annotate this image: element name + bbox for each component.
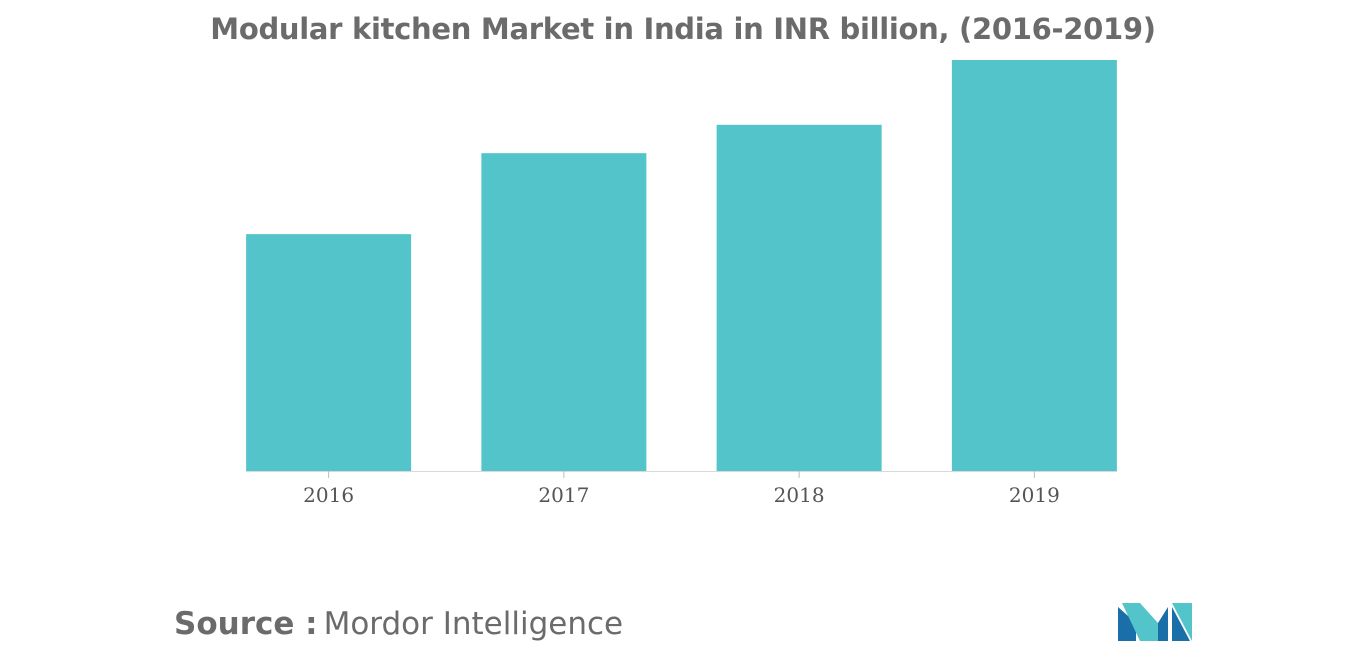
x-tick-label-2019: 2019 — [1009, 483, 1060, 507]
x-tick-label-2017: 2017 — [538, 483, 589, 507]
x-axis-tick-labels: 2016 2017 2018 2019 — [303, 483, 1060, 507]
bar-2016 — [246, 234, 412, 471]
x-tick-label-2016: 2016 — [303, 483, 354, 507]
bar-2019 — [951, 60, 1117, 472]
bars-group — [246, 60, 1117, 472]
chart-title: Modular kitchen Market in India in INR b… — [210, 12, 1156, 46]
x-tick-label-2018: 2018 — [774, 483, 825, 507]
source-name: Mordor Intelligence — [323, 606, 624, 642]
bar-chart: 2016 2017 2018 2019 — [246, 60, 1117, 507]
bar-2018 — [716, 124, 882, 471]
source-label: Source : — [174, 606, 318, 642]
mordor-intelligence-logo-icon — [1118, 603, 1192, 641]
bar-2017 — [481, 153, 647, 471]
x-axis-ticks — [328, 471, 1035, 478]
source-caption: Source : Mordor Intelligence — [174, 606, 623, 642]
